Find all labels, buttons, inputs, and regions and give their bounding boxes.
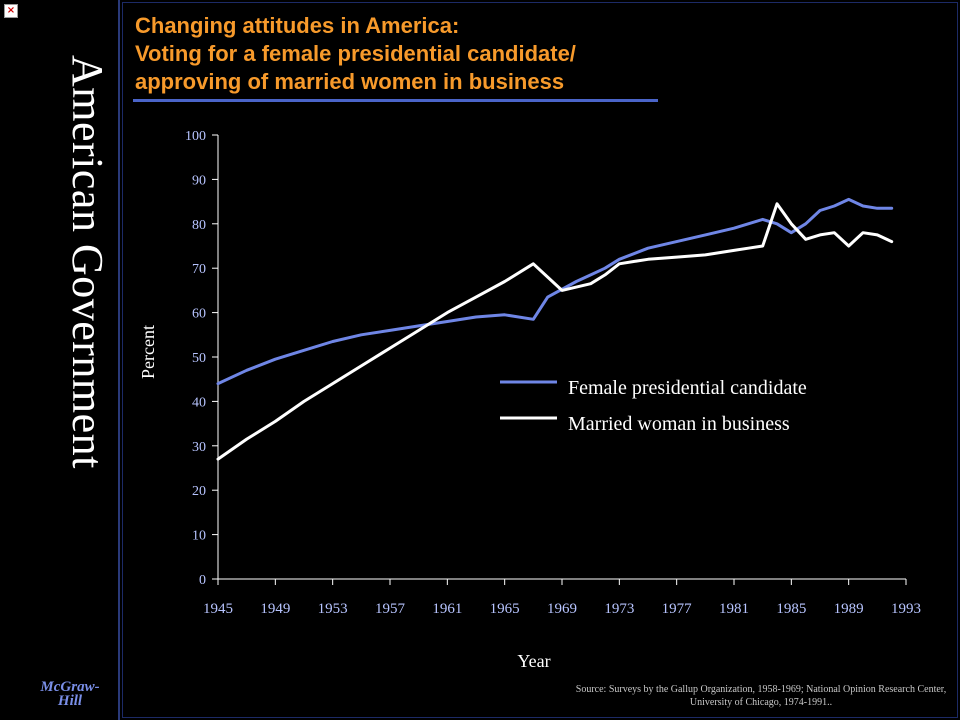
- x-tick-label: 1961: [432, 601, 462, 617]
- x-tick-label: 1993: [891, 601, 921, 617]
- x-tick-label: 1945: [203, 601, 233, 617]
- title-line-1: Changing attitudes in America:: [135, 13, 460, 38]
- legend-label-2: Married woman in business: [568, 413, 790, 435]
- y-tick-label: 60: [192, 307, 206, 322]
- x-tick-label: 1949: [260, 601, 290, 617]
- x-tick-label: 1977: [662, 601, 693, 617]
- y-tick-label: 80: [192, 218, 206, 233]
- y-tick-label: 10: [192, 529, 206, 544]
- x-tick-label: 1985: [776, 601, 806, 617]
- y-tick-label: 20: [192, 484, 206, 499]
- x-tick-label: 1957: [375, 601, 406, 617]
- publisher-logo: McGraw-Hill: [40, 679, 100, 709]
- title-line-3: approving of married women in business: [135, 69, 565, 94]
- title-underline: [133, 99, 658, 102]
- legend-label-1: Female presidential candidate: [568, 377, 807, 399]
- y-tick-label: 40: [192, 395, 206, 410]
- series-line-2: [216, 202, 894, 461]
- y-tick-label: 30: [192, 440, 206, 455]
- y-tick-label: 90: [192, 173, 206, 188]
- side-title: American Government: [63, 55, 112, 469]
- title-line-2: Voting for a female presidential candida…: [135, 41, 576, 66]
- x-axis-title: Year: [517, 651, 550, 671]
- y-tick-label: 50: [192, 351, 206, 366]
- x-tick-label: 1981: [719, 601, 749, 617]
- x-tick-label: 1969: [547, 601, 577, 617]
- chart-title: Changing attitudes in America: Voting fo…: [135, 12, 576, 96]
- x-tick-label: 1953: [318, 601, 348, 617]
- x-tick-label: 1965: [490, 601, 520, 617]
- y-axis-title: Percent: [138, 325, 158, 379]
- y-tick-label: 0: [199, 573, 206, 588]
- left-divider: [118, 0, 120, 720]
- x-tick-label: 1989: [834, 601, 864, 617]
- left-band: [0, 0, 118, 720]
- broken-image-icon: ×: [4, 4, 18, 18]
- y-tick-label: 100: [185, 129, 206, 144]
- source-note: Source: Surveys by the Gallup Organizati…: [575, 684, 947, 708]
- series-line-1: [216, 197, 894, 386]
- y-tick-label: 70: [192, 262, 206, 277]
- slide-frame: [122, 2, 958, 718]
- x-tick-label: 1973: [604, 601, 634, 617]
